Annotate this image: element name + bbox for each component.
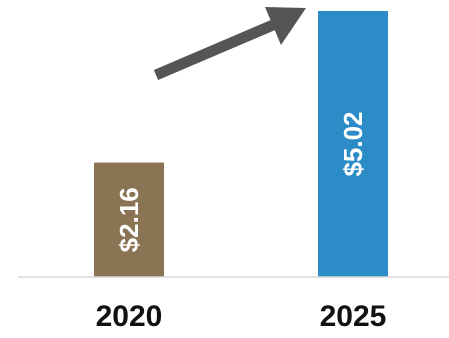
x-tick-label-2020: 2020 (96, 300, 163, 333)
bar-2025 (318, 11, 388, 277)
bar-2020 (94, 162, 164, 277)
bar-value-label-2025: $5.02 (338, 111, 368, 176)
labels-layer: $2.16 2020 $5.02 2025 (96, 111, 387, 333)
x-tick-label-2025: 2025 (320, 300, 387, 333)
bar-value-label-2020: $2.16 (114, 187, 144, 252)
bars-layer (94, 11, 388, 277)
arrow-shaft (153, 16, 283, 81)
arrow-head (265, 7, 306, 45)
growth-arrow (153, 7, 306, 81)
